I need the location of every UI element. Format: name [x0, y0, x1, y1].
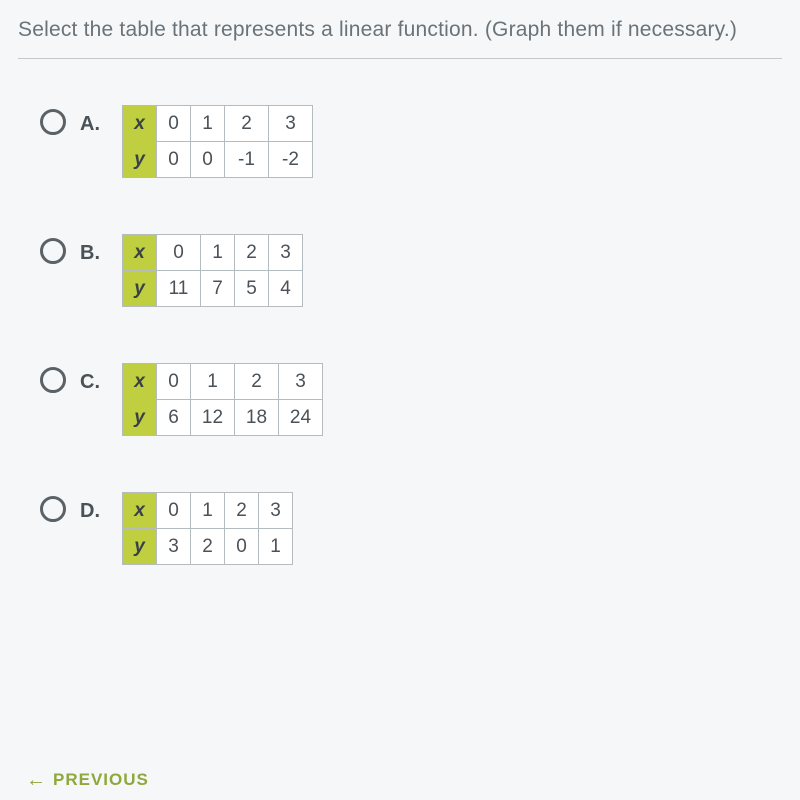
table-a: x 0 1 2 3 y 0 0 -1 -2: [122, 105, 313, 178]
y-header: y: [123, 400, 157, 436]
cell: 12: [191, 400, 235, 436]
option-a-label: A.: [80, 113, 108, 136]
divider: [18, 58, 782, 59]
option-c[interactable]: C. x 0 1 2 3 y 6 12 18 24: [40, 363, 782, 436]
radio-a[interactable]: [40, 109, 66, 135]
radio-d[interactable]: [40, 496, 66, 522]
cell: 2: [225, 493, 259, 529]
cell: 1: [201, 235, 235, 271]
cell: 0: [157, 493, 191, 529]
option-d-label: D.: [80, 500, 108, 523]
cell: 1: [191, 106, 225, 142]
previous-label: PREVIOUS: [53, 770, 149, 790]
cell: 3: [269, 106, 313, 142]
option-b-label: B.: [80, 242, 108, 265]
cell: 1: [259, 529, 293, 565]
x-header: x: [123, 235, 157, 271]
cell: 24: [279, 400, 323, 436]
cell: -2: [269, 142, 313, 178]
options-list: A. x 0 1 2 3 y 0 0 -1 -2 B. x 0: [18, 105, 782, 565]
cell: 1: [191, 493, 225, 529]
table-b: x 0 1 2 3 y 11 7 5 4: [122, 234, 303, 307]
cell: 5: [235, 271, 269, 307]
cell: 0: [157, 106, 191, 142]
option-c-label: C.: [80, 371, 108, 394]
table-c: x 0 1 2 3 y 6 12 18 24: [122, 363, 323, 436]
cell: 3: [279, 364, 323, 400]
previous-button[interactable]: ← PREVIOUS: [26, 770, 149, 790]
y-header: y: [123, 142, 157, 178]
option-b[interactable]: B. x 0 1 2 3 y 11 7 5 4: [40, 234, 782, 307]
cell: 11: [157, 271, 201, 307]
table-d: x 0 1 2 3 y 3 2 0 1: [122, 492, 293, 565]
y-header: y: [123, 271, 157, 307]
cell: 0: [157, 235, 201, 271]
cell: 0: [225, 529, 259, 565]
option-a[interactable]: A. x 0 1 2 3 y 0 0 -1 -2: [40, 105, 782, 178]
x-header: x: [123, 364, 157, 400]
arrow-left-icon: ←: [26, 770, 47, 790]
cell: 1: [191, 364, 235, 400]
question-text: Select the table that represents a linea…: [18, 18, 782, 42]
cell: 0: [191, 142, 225, 178]
cell: 2: [191, 529, 225, 565]
cell: -1: [225, 142, 269, 178]
cell: 2: [235, 364, 279, 400]
cell: 2: [225, 106, 269, 142]
radio-b[interactable]: [40, 238, 66, 264]
cell: 0: [157, 364, 191, 400]
radio-c[interactable]: [40, 367, 66, 393]
cell: 3: [157, 529, 191, 565]
option-d[interactable]: D. x 0 1 2 3 y 3 2 0 1: [40, 492, 782, 565]
x-header: x: [123, 106, 157, 142]
x-header: x: [123, 493, 157, 529]
cell: 3: [269, 235, 303, 271]
cell: 18: [235, 400, 279, 436]
cell: 6: [157, 400, 191, 436]
cell: 2: [235, 235, 269, 271]
cell: 3: [259, 493, 293, 529]
cell: 4: [269, 271, 303, 307]
y-header: y: [123, 529, 157, 565]
cell: 7: [201, 271, 235, 307]
cell: 0: [157, 142, 191, 178]
